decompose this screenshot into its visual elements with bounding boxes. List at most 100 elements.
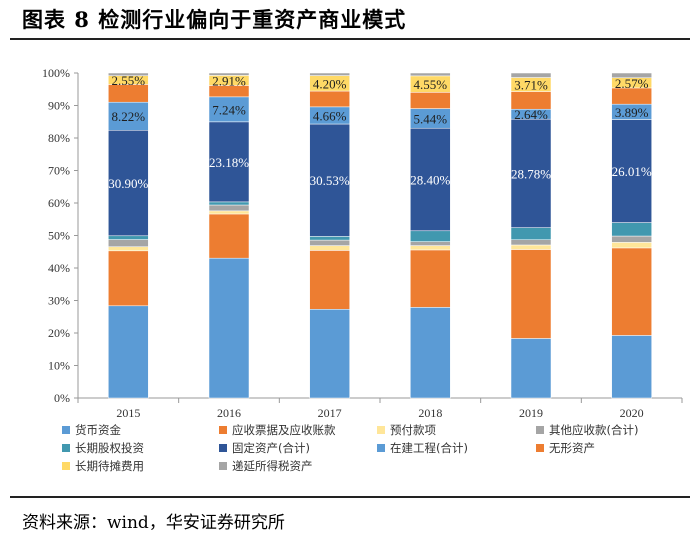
y-tick-label: 40%	[48, 261, 70, 275]
bar-segment	[611, 247, 652, 336]
data-label: 30.90%	[108, 176, 148, 191]
y-tick-label: 90%	[48, 99, 70, 113]
bar-segment	[510, 338, 552, 399]
bar-segment	[208, 96, 250, 123]
data-label: 2.57%	[615, 76, 649, 91]
y-tick-label: 0%	[54, 391, 70, 405]
bar-segment	[510, 239, 552, 246]
data-label: 4.20%	[313, 76, 347, 91]
bar-segment	[410, 72, 451, 77]
bar-segment	[410, 230, 451, 242]
bar-segment	[208, 201, 250, 206]
legend-swatch	[219, 444, 227, 452]
bar-segment	[510, 249, 552, 339]
bar-segment	[309, 90, 350, 108]
bar-segment	[410, 249, 451, 308]
data-label: 5.44%	[414, 111, 448, 126]
data-label: 2.64%	[514, 107, 548, 122]
top-rule	[10, 38, 690, 40]
legend-label: 长期待摊费用	[75, 459, 144, 473]
bar-segment	[208, 210, 250, 215]
legend-label: 货币资金	[75, 423, 121, 437]
y-tick-label: 80%	[48, 131, 70, 145]
bar-segment	[108, 250, 149, 307]
bar-segment	[611, 235, 652, 243]
bar-segment	[510, 118, 552, 228]
bar-segment	[611, 119, 652, 223]
x-tick-label: 2017	[318, 406, 342, 420]
legend-label: 预付款项	[390, 423, 436, 437]
data-label: 26.01%	[612, 164, 652, 179]
data-label: 2.91%	[212, 73, 246, 88]
bar-segment	[410, 92, 451, 109]
bar-segment	[410, 127, 451, 232]
bar-segment	[108, 101, 149, 131]
data-label: 4.66%	[313, 108, 347, 123]
legend-swatch	[219, 462, 227, 470]
y-tick-label: 100%	[42, 66, 70, 80]
bar-segment	[309, 245, 350, 251]
data-label: 3.71%	[514, 78, 548, 93]
data-label: 7.24%	[212, 102, 246, 117]
legend-swatch	[62, 462, 70, 470]
bar-segment	[611, 222, 652, 237]
y-tick-label: 70%	[48, 164, 70, 178]
legend-label: 固定资产(合计)	[232, 441, 310, 455]
bar-segment	[410, 307, 451, 399]
bar-segment	[108, 239, 149, 247]
bar-segment	[309, 239, 350, 246]
legend-label: 无形资产	[549, 441, 595, 455]
y-tick-label: 10%	[48, 359, 70, 373]
legend-label: 在建工程(合计)	[390, 441, 468, 455]
bar-segment	[208, 72, 250, 76]
bar-segment	[108, 130, 149, 237]
legend-label: 长期股权投资	[75, 441, 144, 455]
bar-segment	[510, 91, 552, 110]
data-label: 4.55%	[414, 77, 448, 92]
bar-segment	[410, 245, 451, 251]
bar-segment	[108, 72, 149, 76]
source-note: 资料来源：wind，华安证券研究所	[22, 513, 285, 533]
x-tick-label: 2019	[519, 406, 543, 420]
bar-segment	[309, 309, 350, 399]
legend-swatch	[62, 426, 70, 434]
bar-segment	[309, 72, 350, 76]
data-label: 30.53%	[310, 173, 350, 188]
y-tick-label: 20%	[48, 326, 70, 340]
legend-swatch	[536, 444, 544, 452]
data-label: 23.18%	[209, 155, 249, 170]
legend-label: 递延所得税资产	[232, 459, 313, 473]
y-tick-label: 50%	[48, 229, 70, 243]
data-label: 28.78%	[511, 166, 551, 181]
bar-segment	[510, 72, 552, 78]
bar-segment	[208, 213, 250, 259]
y-tick-label: 30%	[48, 294, 70, 308]
bar-segment	[611, 72, 652, 79]
legend-swatch	[219, 426, 227, 434]
legend-label: 应收票据及应收账款	[232, 423, 336, 437]
data-label: 3.89%	[615, 105, 649, 120]
bottom-rule	[10, 496, 690, 498]
legend-swatch	[377, 426, 385, 434]
bar-segment	[410, 241, 451, 246]
bar-segment	[208, 121, 250, 203]
x-tick-label: 2020	[620, 406, 644, 420]
data-label: 28.40%	[410, 173, 450, 188]
x-tick-label: 2015	[116, 406, 140, 420]
x-tick-label: 2016	[217, 406, 241, 420]
x-tick-label: 2018	[418, 406, 442, 420]
bar-segment	[510, 244, 552, 250]
data-label: 8.22%	[112, 109, 146, 124]
bar-segment	[108, 305, 149, 399]
bar-segment	[510, 227, 552, 240]
bar-segment	[108, 235, 149, 240]
bar-segment	[309, 250, 350, 310]
bar-segment	[108, 246, 149, 252]
data-label: 2.55%	[112, 73, 146, 88]
y-tick-label: 60%	[48, 196, 70, 210]
figure-title: 图表 8 检测行业偏向于重资产商业模式	[22, 7, 407, 32]
legend-swatch	[62, 444, 70, 452]
bar-segment	[309, 123, 350, 237]
bar-segment	[611, 242, 652, 249]
legend-label: 其他应收款(合计)	[549, 423, 638, 437]
